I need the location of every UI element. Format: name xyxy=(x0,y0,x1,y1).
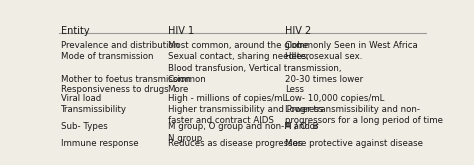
Text: Reduces as disease progresses: Reduces as disease progresses xyxy=(168,139,302,148)
Text: Mother to foetus transmission: Mother to foetus transmission xyxy=(61,75,191,84)
Text: Responsiveness to drugs: Responsiveness to drugs xyxy=(61,85,169,94)
Text: More protective against disease: More protective against disease xyxy=(285,139,423,148)
Text: A and B: A and B xyxy=(285,122,319,131)
Text: HIV 2: HIV 2 xyxy=(285,26,311,35)
Text: 20-30 times lower: 20-30 times lower xyxy=(285,75,363,84)
Text: HIV 1: HIV 1 xyxy=(168,26,194,35)
Text: Transmissibility: Transmissibility xyxy=(61,105,127,114)
Text: More: More xyxy=(168,85,189,94)
Text: High - millions of copies/mL: High - millions of copies/mL xyxy=(168,94,287,103)
Text: Sub- Types: Sub- Types xyxy=(61,122,108,131)
Text: Lower transmissibility and non-
progressors for a long period of time: Lower transmissibility and non- progress… xyxy=(285,105,443,125)
Text: Higher transmissibility and Progress
faster and contract AIDS: Higher transmissibility and Progress fas… xyxy=(168,105,323,125)
Text: Most common, around the globe
Sexual contact, sharing needles,
Blood transfusion: Most common, around the globe Sexual con… xyxy=(168,41,341,73)
Text: Entity: Entity xyxy=(61,26,90,35)
Text: Commonly Seen in West Africa
Heterosexual sex.: Commonly Seen in West Africa Heterosexua… xyxy=(285,41,418,61)
Text: Low- 10,000 copies/mL: Low- 10,000 copies/mL xyxy=(285,94,384,103)
Text: Common: Common xyxy=(168,75,206,84)
Text: M group, O group and non-M / O or
N group: M group, O group and non-M / O or N grou… xyxy=(168,122,318,143)
Text: Prevalence and distribution
Mode of transmission: Prevalence and distribution Mode of tran… xyxy=(61,41,179,61)
Text: Viral load: Viral load xyxy=(61,94,101,103)
Text: Less: Less xyxy=(285,85,304,94)
Text: Immune response: Immune response xyxy=(61,139,139,148)
